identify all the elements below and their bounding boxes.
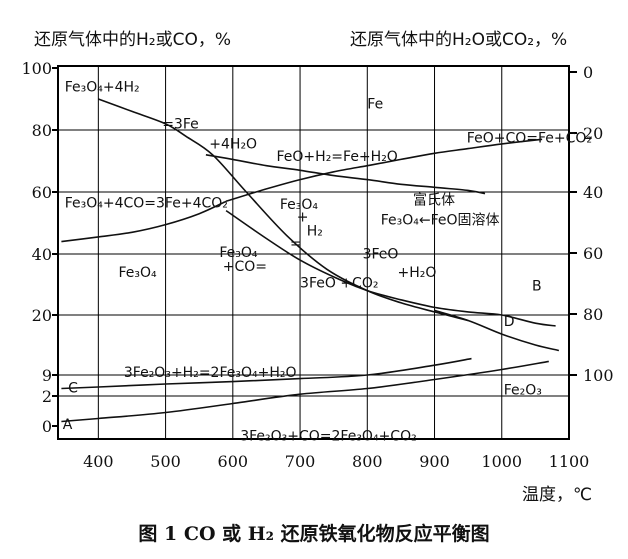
reaction-label: 富氏体 <box>413 191 455 208</box>
reaction-label: FeO+H₂=Fe+H₂O <box>277 149 398 165</box>
right-tick-label: 0 <box>583 63 593 82</box>
x-tick-label: 600 <box>218 452 249 471</box>
left-axis-title: 还原气体中的H₂或CO，% <box>34 30 231 50</box>
curve-co-fe3o4-fe <box>61 200 227 243</box>
x-tick-label: 1100 <box>549 452 590 471</box>
x-axis-title: 温度，℃ <box>522 485 592 505</box>
reaction-label: +H₂O <box>398 265 437 281</box>
left-tick-label: 100 <box>21 59 52 78</box>
reaction-label: Fe₃O₄ <box>119 265 158 281</box>
reaction-label: H₂ <box>307 223 323 239</box>
curve-h2-feo-fe <box>205 154 486 195</box>
right-tick-label: 80 <box>583 305 603 324</box>
x-tick-label: 400 <box>83 452 114 471</box>
reaction-label: 3Fe₂O₃+CO=2Fe₃O₄+CO₂ <box>240 429 417 445</box>
reaction-label: Fe₃O₄←FeO固溶体 <box>381 213 500 229</box>
x-tick-label: 900 <box>419 452 450 471</box>
curve-co-feo-fe <box>225 138 543 203</box>
left-y-axis: 0 2 9 20 40 60 80 100 <box>21 59 58 436</box>
x-tick-label: 1000 <box>481 452 522 471</box>
x-tick-label: 800 <box>352 452 383 471</box>
right-axis-title: 还原气体中的H₂O或CO₂，% <box>350 30 567 50</box>
plot-frame <box>57 65 570 440</box>
right-tick-label: 40 <box>583 183 603 202</box>
reaction-label: 3FeO +CO₂ <box>300 276 378 292</box>
reaction-label: + <box>297 209 309 225</box>
curve-curve-A <box>61 360 549 423</box>
equilibrium-chart: 还原气体中的H₂或CO，% 还原气体中的H₂O或CO₂，% 温度，℃ 0 2 9 20… <box>21 30 614 505</box>
reaction-label: = <box>290 236 302 252</box>
figure-caption: 图 1 CO 或 H₂ 还原铁氧化物反应平衡图 <box>138 523 490 545</box>
right-tick-label: 60 <box>583 244 603 263</box>
reaction-label: Fe₃O₄+4CO=3Fe+4CO₂ <box>65 196 228 212</box>
curve-curve-C <box>61 357 472 390</box>
left-tick-label: 40 <box>32 245 52 264</box>
x-tick-label: 700 <box>285 452 316 471</box>
reaction-labels: Fe₃O₄+4H₂ =3Fe +4H₂O FeO+H₂=Fe+H₂O Fe FeO+CO=… <box>63 79 592 444</box>
reaction-label: =3Fe <box>162 116 199 132</box>
reaction-label: Fe <box>367 96 383 112</box>
reaction-label: D <box>504 314 515 330</box>
reaction-label: 3Fe₂O₃+H₂=2Fe₃O₄+H₂O <box>124 365 297 381</box>
curve-curve-D <box>434 309 560 352</box>
left-tick-label: 2 <box>42 387 52 406</box>
reaction-label: 3FeO <box>363 247 399 263</box>
left-tick-label: 9 <box>42 366 52 385</box>
reaction-label: Fe₃O₄+4H₂ <box>65 79 140 95</box>
reaction-label: Fe₃O₄ <box>280 197 319 213</box>
reaction-label: +CO= <box>223 259 267 275</box>
right-tick-label: 100 <box>583 366 614 385</box>
reaction-label: +4H₂O <box>209 137 257 153</box>
reaction-label: FeO+CO=Fe+CO₂ <box>467 130 592 146</box>
left-tick-label: 20 <box>32 306 52 325</box>
grid <box>58 66 569 439</box>
right-tick-label: 20 <box>583 124 603 143</box>
reaction-label: Fe₃O₄ <box>219 245 258 261</box>
x-axis: 400 500 600 700 800 900 1000 1100 <box>83 452 589 471</box>
curve-curve-B <box>225 209 556 327</box>
left-tick-label: 80 <box>32 121 52 140</box>
left-tick-label: 60 <box>32 183 52 202</box>
right-y-axis: 0 20 40 60 80 100 <box>569 63 614 385</box>
curve-h2-fe3o4-fe <box>98 98 469 322</box>
left-tick-label: 0 <box>42 417 52 436</box>
x-tick-label: 500 <box>150 452 181 471</box>
reaction-label: A <box>63 417 73 433</box>
reaction-label: B <box>532 279 542 295</box>
reaction-label: C <box>68 380 78 396</box>
reaction-label: Fe₂O₃ <box>504 383 542 399</box>
equilibrium-curves <box>61 98 560 423</box>
